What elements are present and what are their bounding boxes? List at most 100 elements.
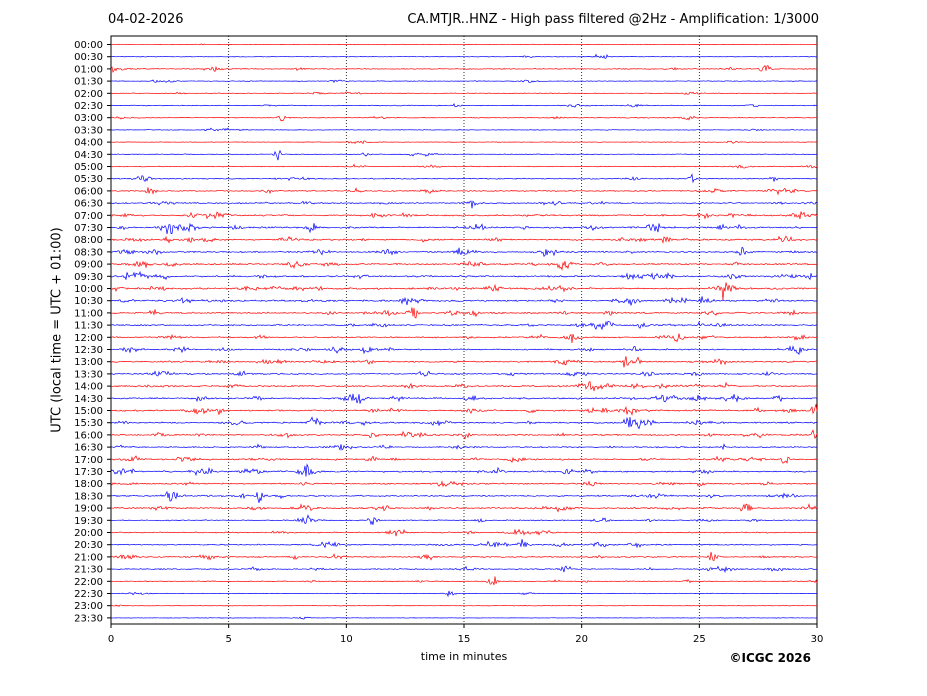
y-tick-label: 08:30 (74, 247, 103, 258)
trace-1130 (110, 320, 818, 331)
y-tick-label: 19:00 (74, 504, 103, 515)
y-tick-label: 12:00 (74, 333, 103, 344)
y-tick-label: 18:30 (74, 491, 103, 502)
x-tick-label: 20 (575, 634, 588, 645)
trace-1530 (110, 416, 818, 430)
trace-0900 (110, 260, 818, 271)
trace-0730 (110, 222, 818, 235)
y-tick-label: 21:30 (74, 565, 103, 576)
trace-2300 (110, 604, 818, 608)
trace-0400 (110, 140, 818, 145)
x-tick-label: 10 (340, 634, 353, 645)
trace-1230 (110, 345, 818, 356)
y-tick-label: 03:30 (74, 125, 103, 136)
y-tick-label: 04:00 (74, 138, 103, 149)
y-tick-label: 15:00 (74, 406, 103, 417)
trace-1800 (110, 480, 818, 488)
y-tick-label: 22:30 (74, 589, 103, 600)
y-tick-label: 09:00 (74, 260, 103, 271)
trace-1500 (110, 404, 818, 416)
y-tick-label: 19:30 (74, 516, 103, 527)
trace-0700 (110, 211, 818, 220)
trace-0130 (110, 79, 818, 83)
y-tick-label: 04:30 (74, 150, 103, 161)
y-tick-label: 16:30 (74, 443, 103, 454)
trace-0030 (110, 53, 818, 59)
y-tick-label: 16:00 (74, 430, 103, 441)
trace-0630 (110, 200, 818, 209)
y-axis-label: UTC (local time = UTC + 01:00) (49, 227, 65, 433)
y-tick-label: 07:30 (74, 223, 103, 234)
x-tick-label: 15 (458, 634, 471, 645)
trace-0300 (110, 115, 818, 122)
y-tick-label: 09:30 (74, 272, 103, 283)
trace-0430 (110, 149, 818, 161)
y-tick-label: 22:00 (74, 577, 103, 588)
trace-0330 (110, 127, 818, 132)
y-tick-label: 14:30 (74, 394, 103, 405)
y-tick-label: 11:30 (74, 321, 103, 332)
y-tick-label: 06:30 (74, 199, 103, 210)
y-tick-label: 23:00 (74, 601, 103, 612)
y-tick-label: 13:00 (74, 357, 103, 368)
trace-0800 (110, 235, 818, 244)
trace-1030 (110, 296, 818, 306)
y-tick-label: 10:00 (74, 284, 103, 295)
date-label: 04-02-2026 (108, 12, 184, 27)
y-tick-label: 00:00 (74, 40, 103, 51)
trace-1300 (110, 356, 818, 368)
y-tick-label: 06:00 (74, 186, 103, 197)
trace-0200 (110, 91, 818, 95)
y-tick-label: 21:00 (74, 552, 103, 563)
trace-2130 (110, 565, 818, 574)
y-tick-label: 17:30 (74, 467, 103, 478)
y-tick-label: 11:00 (74, 308, 103, 319)
trace-1630 (110, 443, 818, 451)
trace-1400 (110, 380, 818, 392)
y-tick-label: 02:30 (74, 101, 103, 112)
y-tick-label: 00:30 (74, 52, 103, 63)
y-tick-label: 01:30 (74, 77, 103, 88)
y-tick-label: 10:30 (74, 296, 103, 307)
y-tick-label: 23:30 (74, 613, 103, 624)
trace-1700 (110, 455, 818, 465)
y-tick-label: 13:30 (74, 369, 103, 380)
y-tick-label: 05:30 (74, 174, 103, 185)
y-tick-label: 02:00 (74, 89, 103, 100)
trace-1100 (110, 307, 818, 319)
trace-1430 (110, 393, 818, 404)
trace-1730 (110, 463, 818, 477)
trace-2100 (110, 551, 818, 562)
trace-2200 (110, 576, 818, 586)
trace-1200 (110, 333, 818, 344)
trace-1930 (110, 514, 818, 526)
y-tick-label: 20:00 (74, 528, 103, 539)
y-tick-label: 18:00 (74, 479, 103, 490)
trace-0100 (110, 64, 818, 73)
trace-2000 (110, 528, 818, 537)
y-tick-label: 17:00 (74, 455, 103, 466)
y-tick-label: 05:00 (74, 162, 103, 173)
y-tick-label: 14:00 (74, 382, 103, 393)
y-tick-label: 07:00 (74, 211, 103, 222)
trace-1600 (110, 429, 818, 440)
trace-2330 (110, 616, 818, 620)
copyright-label: ©ICGC 2026 (729, 651, 811, 665)
y-tick-label: 12:30 (74, 345, 103, 356)
trace-1830 (110, 490, 818, 503)
trace-1000 (110, 282, 818, 301)
trace-0830 (110, 246, 818, 257)
y-tick-label: 01:00 (74, 64, 103, 75)
trace-1900 (110, 503, 818, 513)
trace-2230 (110, 590, 818, 598)
trace-2030 (110, 539, 818, 549)
x-tick-label: 5 (225, 634, 231, 645)
x-tick-label: 25 (693, 634, 706, 645)
y-tick-label: 20:30 (74, 540, 103, 551)
y-tick-label: 08:00 (74, 235, 103, 246)
x-tick-label: 30 (811, 634, 824, 645)
trace-0500 (110, 163, 818, 169)
trace-0530 (110, 173, 818, 184)
trace-0600 (110, 187, 818, 196)
